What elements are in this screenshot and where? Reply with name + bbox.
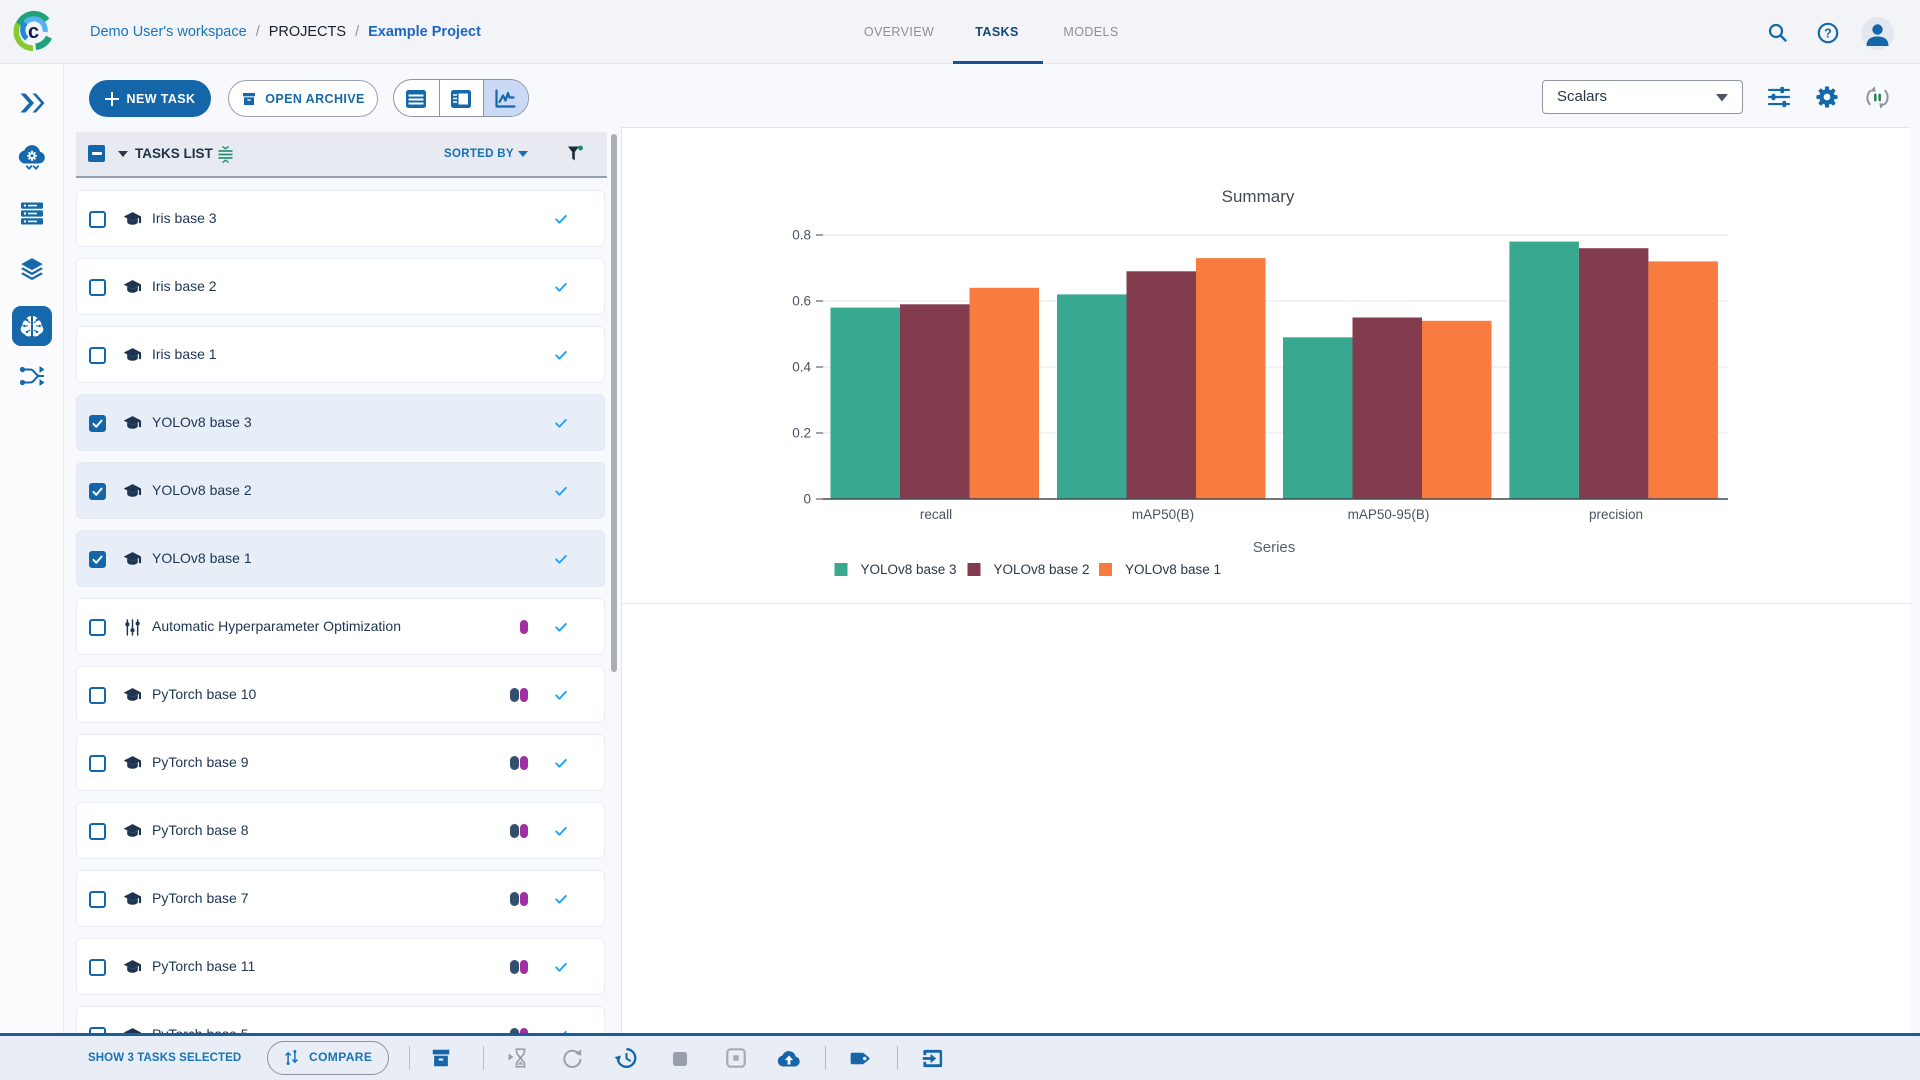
svg-text:mAP50(B): mAP50(B) [1132, 507, 1194, 522]
svg-text:recall: recall [920, 507, 952, 522]
svg-text:Series: Series [1253, 539, 1296, 556]
svg-text:YOLOv8 base 1: YOLOv8 base 1 [1125, 562, 1221, 577]
svg-text:0: 0 [803, 492, 811, 507]
svg-text:0.2: 0.2 [792, 426, 811, 441]
svg-text:YOLOv8 base 2: YOLOv8 base 2 [994, 562, 1090, 577]
svg-text:precision: precision [1589, 507, 1643, 522]
svg-text:0.8: 0.8 [792, 228, 811, 243]
svg-text:Summary: Summary [1222, 187, 1295, 206]
svg-text:c: c [28, 21, 39, 43]
svg-text:mAP50-95(B): mAP50-95(B) [1348, 507, 1430, 522]
svg-text:0.6: 0.6 [792, 294, 811, 309]
svg-text:YOLOv8 base 3: YOLOv8 base 3 [861, 562, 957, 577]
svg-text:?: ? [1824, 27, 1832, 41]
svg-text:0.4: 0.4 [792, 360, 811, 375]
